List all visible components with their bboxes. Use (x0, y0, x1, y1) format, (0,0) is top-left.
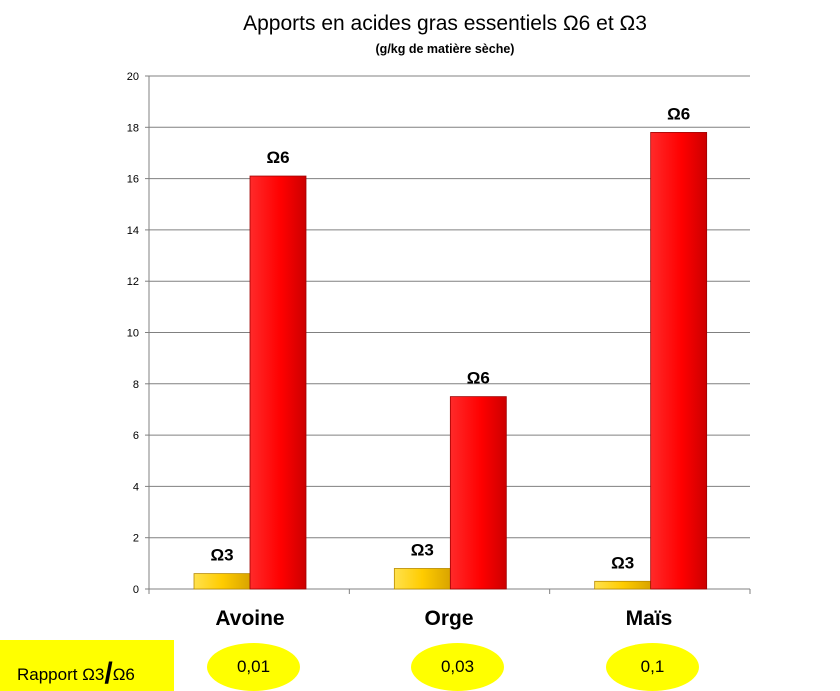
bar-omega3-avoine (193, 573, 251, 590)
category-label-orge: Orge (424, 607, 474, 630)
y-tick-label: 2 (133, 533, 139, 545)
ratio-label-denominator: Ω6 (112, 665, 135, 684)
category-label-mais: Maïs (625, 607, 673, 630)
ratio-label-prefix: Rapport (17, 665, 83, 684)
y-tick-label: 8 (133, 379, 139, 391)
bar-omega3-orge (393, 568, 451, 590)
y-tick-label: 12 (127, 276, 139, 288)
y-tick-label: 18 (127, 122, 139, 134)
bar-omega3-maïs (594, 580, 652, 590)
ratio-value-mais: 0,1 (606, 643, 699, 691)
y-tick-label: 0 (133, 584, 139, 596)
bar-omega6-maïs (650, 132, 708, 590)
y-tick-label: 20 (127, 71, 139, 83)
ratio-label-slash: / (104, 657, 113, 690)
ratio-label-numerator: Ω3 (82, 665, 105, 684)
y-tick-label: 14 (127, 225, 139, 237)
bar-label-omega3-maïs: Ω3 (611, 553, 634, 572)
y-tick-label: 4 (133, 481, 139, 493)
bar-omega6-avoine (249, 175, 307, 590)
chart-subtitle: (g/kg de matière sèche) (375, 42, 515, 56)
bar-omega6-orge (449, 396, 507, 590)
y-tick-label: 16 (127, 174, 139, 186)
ratio-value-avoine: 0,01 (207, 643, 300, 691)
chart-title: Apports en acides gras essentiels Ω6 et … (243, 12, 647, 35)
ratio-value-orge: 0,03 (411, 643, 504, 691)
bar-label-omega3-avoine: Ω3 (210, 546, 233, 565)
bar-label-omega3-orge: Ω3 (411, 540, 434, 559)
ratio-label-box (0, 640, 174, 691)
bar-label-omega6-avoine: Ω6 (266, 148, 289, 167)
y-tick-label: 10 (127, 328, 139, 340)
y-tick-label: 6 (133, 430, 139, 442)
bar-label-omega6-maïs: Ω6 (667, 104, 690, 123)
category-label-avoine: Avoine (215, 607, 285, 630)
ratio-label: Rapport Ω3/Ω6 (17, 657, 135, 691)
bar-label-omega6-orge: Ω6 (467, 369, 490, 388)
